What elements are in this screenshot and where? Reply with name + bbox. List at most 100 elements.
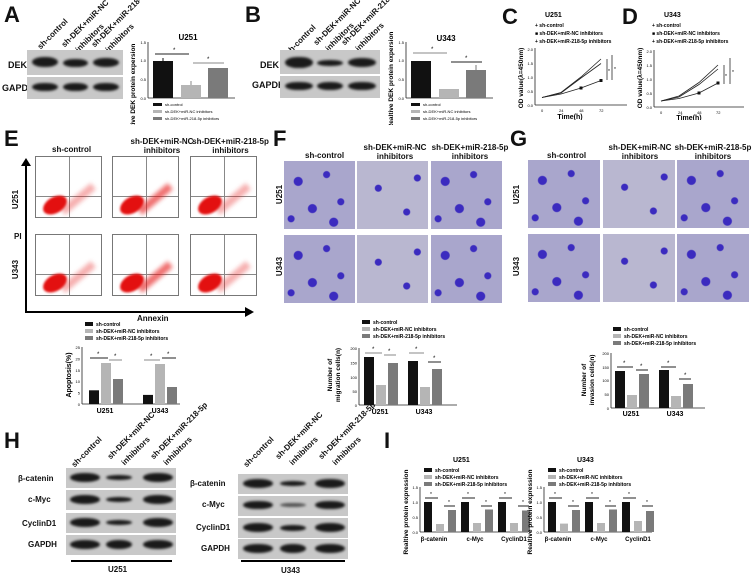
svg-text:*: * [433, 356, 436, 362]
svg-text:2.0: 2.0 [646, 49, 652, 54]
column-header: sh-control [547, 151, 587, 160]
svg-text:*: * [485, 500, 487, 506]
panel-label-a: A [4, 2, 20, 27]
chart-a: U251 Realtive DEK protein expersion 0.0 … [130, 33, 235, 125]
svg-text:U251: U251 [453, 457, 470, 464]
panel-label-g: G [510, 126, 528, 151]
svg-text:*: * [431, 47, 434, 53]
svg-text:0.5: 0.5 [527, 89, 533, 94]
svg-text:5: 5 [78, 391, 81, 396]
svg-text:1.0: 1.0 [527, 75, 533, 80]
svg-text:sh-DEK+miR-NC inhibitors: sh-DEK+miR-NC inhibitors [373, 327, 437, 333]
svg-text:sh-DEK+miR-218-5p inhibitors: sh-DEK+miR-218-5p inhibitors [435, 482, 507, 488]
svg-text:β-catenin: β-catenin [421, 537, 448, 543]
svg-text:U251: U251 [545, 12, 562, 19]
row-label: DEK [8, 60, 28, 70]
svg-text:*: * [415, 347, 418, 353]
svg-text:*: * [667, 361, 670, 367]
svg-text:U343: U343 [436, 34, 456, 43]
svg-text:72: 72 [599, 108, 604, 113]
svg-text:U251: U251 [623, 411, 640, 417]
x-axis-label: Annexin [137, 314, 169, 323]
svg-text:*: * [167, 352, 170, 358]
row-label: β-catenin [190, 479, 226, 488]
svg-text:sh-DEK+miR-218-5p inhibitors: sh-DEK+miR-218-5p inhibitors [96, 336, 168, 342]
svg-text:sh-control: sh-control [373, 320, 398, 326]
svg-text:48: 48 [579, 108, 584, 113]
svg-text:0.0: 0.0 [140, 96, 146, 101]
svg-text:U343: U343 [667, 411, 684, 417]
svg-text:1.5: 1.5 [646, 63, 652, 68]
svg-text:25: 25 [76, 345, 81, 350]
svg-text:0: 0 [660, 110, 663, 115]
panel-label-b: B [245, 2, 261, 27]
svg-text:Time(h): Time(h) [676, 115, 701, 120]
svg-text:0.5: 0.5 [536, 515, 542, 520]
x-axis-arrow [25, 311, 247, 313]
svg-text:c-Myc: c-Myc [590, 537, 608, 543]
svg-text:1.0: 1.0 [140, 58, 146, 63]
svg-text:*: * [114, 354, 117, 360]
chart-i-u343: U343 sh-control sh-DEK+miR-NC inhibitors… [527, 457, 654, 554]
svg-text:24: 24 [559, 108, 564, 113]
svg-text:1.0: 1.0 [536, 500, 542, 505]
svg-text:*: * [465, 56, 468, 62]
svg-text:Realtive DEK protein expersion: Realtive DEK protein expersion [130, 44, 137, 125]
lane-label: sh-control [69, 434, 104, 469]
svg-text:*: * [646, 500, 648, 506]
svg-text:β-catenin: β-catenin [545, 537, 572, 543]
svg-text:sh-DEK+miR-NC inhibitors: sh-DEK+miR-NC inhibitors [96, 329, 160, 335]
svg-text:200: 200 [350, 346, 357, 351]
svg-text:10: 10 [76, 379, 81, 384]
svg-text:sh-control: sh-control [435, 468, 460, 474]
svg-text:sh-DEK+miR-218-5p inhibitors: sh-DEK+miR-218-5p inhibitors [559, 482, 631, 488]
chart-b: U343 Realtive DEK protein expersion 0.0 … [388, 32, 493, 125]
svg-text:sh-DEK+miR-NC inhibitors: sh-DEK+miR-NC inhibitors [435, 475, 499, 481]
svg-text:100: 100 [350, 375, 357, 380]
svg-text:*: * [97, 352, 100, 358]
svg-text:*: * [372, 347, 375, 353]
row-label: c-Myc [202, 500, 225, 509]
panel-label-f: F [273, 126, 287, 151]
svg-text:OD value(λ=450nm): OD value(λ=450nm) [636, 48, 644, 109]
row-label: β-catenin [18, 474, 54, 483]
column-header: sh-control [305, 151, 345, 160]
lane-label: sh-control [241, 434, 276, 469]
chart-d: U343 + sh-control ■ sh-DEK+miR-NC inhibi… [636, 12, 744, 120]
svg-text:0.0: 0.0 [412, 530, 418, 535]
svg-text:+ sh-control: + sh-control [652, 23, 681, 29]
chart-f: sh-control sh-DEK+miR-NC inhibitors sh-D… [327, 320, 457, 416]
svg-text:150: 150 [602, 365, 609, 370]
row-label: U251 [275, 184, 285, 205]
svg-text:0: 0 [355, 403, 358, 408]
svg-text:72: 72 [716, 110, 721, 115]
row-label: U343 [11, 259, 21, 280]
svg-text:*: * [640, 364, 643, 370]
svg-text:CyclinD1: CyclinD1 [625, 537, 651, 543]
svg-text:*: * [467, 492, 469, 498]
svg-text:48: 48 [697, 110, 702, 115]
row-label: U343 [512, 256, 522, 277]
svg-text:1.0: 1.0 [412, 500, 418, 505]
svg-text:0.0: 0.0 [536, 530, 542, 535]
svg-text:sh-DEK+miR-NC inhibitors: sh-DEK+miR-NC inhibitors [165, 109, 212, 114]
panel-label-c: C [502, 4, 518, 29]
svg-text:*: * [623, 361, 626, 367]
panel-label-e: E [4, 126, 19, 151]
svg-text:1.5: 1.5 [527, 61, 533, 66]
cell-line-label: U343 [281, 566, 301, 575]
svg-text:*: * [684, 373, 687, 379]
arrow-right-icon [245, 307, 254, 317]
svg-text:*: * [725, 74, 727, 80]
svg-text:*: * [504, 492, 506, 498]
row-label: CyclinD1 [22, 519, 57, 528]
svg-text:1.0: 1.0 [646, 77, 652, 82]
svg-text:U251: U251 [372, 409, 389, 416]
svg-text:*: * [448, 500, 450, 506]
column-header: sh-DEK+miR-NC inhibitors [608, 143, 672, 161]
column-header: sh-DEK+miR-218-5p inhibitors [192, 137, 269, 155]
svg-text:200: 200 [602, 351, 609, 356]
column-header: sh-DEK+miR-NC inhibitors [363, 143, 427, 161]
svg-text:*: * [608, 69, 610, 75]
svg-text:■ sh-DEK+miR-NC inhibitors: ■ sh-DEK+miR-NC inhibitors [535, 31, 603, 37]
